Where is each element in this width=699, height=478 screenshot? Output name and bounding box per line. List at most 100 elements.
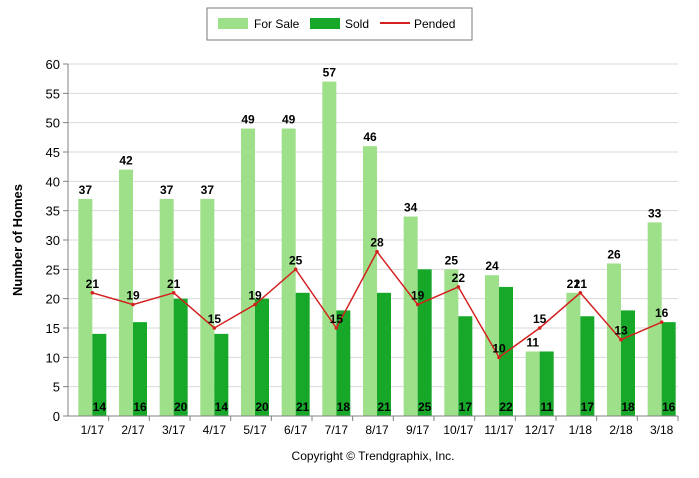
bar-sold-9-17 (417, 269, 432, 416)
y-tick-label: 35 (46, 204, 60, 219)
label-for-sale-1-18: 21 (567, 277, 581, 291)
label-sold-4-17: 14 (215, 400, 229, 414)
y-tick-label: 25 (46, 262, 60, 277)
label-pended-11-17: 10 (492, 341, 506, 355)
label-sold-6-17: 21 (296, 400, 310, 414)
x-tick-label-5-17: 5/17 (243, 423, 267, 437)
point-pended-9-17 (415, 302, 420, 307)
label-sold-9-17: 25 (418, 400, 432, 414)
point-pended-2-18 (619, 337, 623, 342)
label-pended-3-18: 16 (655, 306, 669, 320)
label-pended-1-18: 21 (574, 277, 588, 291)
bar-sold-5-17 (255, 298, 269, 416)
bar-for-sale-4-17 (200, 198, 215, 416)
bar-for-sale-2-17 (119, 169, 133, 416)
label-pended-12-17: 15 (533, 312, 547, 326)
label-for-sale-1-17: 37 (79, 183, 93, 197)
y-tick-label: 10 (46, 350, 60, 365)
y-tick-label: 45 (46, 145, 60, 160)
x-tick-label-6-17: 6/17 (284, 423, 308, 437)
label-sold-3-18: 16 (662, 400, 676, 414)
bar-for-sale-7-17 (322, 81, 337, 416)
bar-for-sale-6-17 (281, 128, 296, 417)
y-tick-label: 15 (46, 321, 60, 336)
bar-for-sale-3-18 (647, 222, 662, 416)
label-for-sale-5-17: 49 (241, 113, 255, 127)
point-pended-2-17 (131, 302, 135, 307)
legend-label-pended: Pended (414, 17, 455, 31)
y-axis-title: Number of Homes (10, 184, 25, 296)
bar-sold-2-18 (621, 310, 635, 416)
x-axis: 1/17 2/17 3/17 4/17 5/17 6/17 7/17 8/17 9/17 10/1… (68, 415, 679, 437)
point-pended-3-18 (659, 320, 664, 324)
label-for-sale-10-17: 25 (445, 253, 459, 267)
x-tick-label-1-18: 1/18 (569, 423, 593, 437)
label-pended-1-17: 21 (86, 277, 100, 291)
label-pended-4-17: 15 (208, 312, 222, 326)
bar-for-sale-9-17 (403, 216, 418, 416)
pended-line (90, 249, 664, 360)
point-pended-11-17 (497, 355, 501, 360)
bar-sold-1-17 (92, 333, 107, 416)
label-sold-11-17: 22 (499, 400, 513, 414)
y-tick-label: 40 (46, 174, 60, 189)
x-tick-label-2-18: 2/18 (609, 423, 633, 437)
label-for-sale-7-17: 57 (323, 66, 337, 80)
point-pended-10-17 (456, 285, 461, 289)
x-tick-label-4-17: 4/17 (203, 423, 227, 437)
x-tick-label-7-17: 7/17 (325, 423, 349, 437)
label-pended-7-17: 15 (330, 312, 344, 326)
bar-sold-2-17 (133, 322, 147, 416)
point-pended-12-17 (537, 326, 542, 330)
bar-sold-3-18 (661, 322, 676, 416)
x-tick-label-3-17: 3/17 (162, 423, 186, 437)
label-pended-6-17: 25 (289, 253, 303, 267)
y-tick-label: 20 (46, 292, 60, 307)
bar-for-sale-1-17 (78, 198, 93, 416)
bar-sold-12-17 (539, 351, 554, 416)
legend-swatch-for-sale (218, 18, 248, 29)
x-tick-label-11-17: 11/17 (484, 423, 513, 437)
label-pended-9-17: 19 (411, 289, 425, 303)
label-pended-3-17: 21 (167, 277, 181, 291)
point-pended-4-17 (212, 326, 217, 330)
bars (78, 81, 676, 417)
bar-sold-8-17 (377, 292, 391, 416)
x-tick-label-1-17: 1/17 (81, 423, 105, 437)
point-pended-8-17 (375, 249, 379, 254)
label-sold-2-18: 18 (621, 400, 635, 414)
point-pended-1-18 (578, 291, 583, 295)
label-for-sale-2-17: 42 (119, 154, 133, 168)
bar-sold-7-17 (336, 310, 351, 416)
legend-label-sold: Sold (345, 17, 369, 31)
label-pended-8-17: 28 (370, 236, 384, 250)
bar-sold-1-18 (580, 316, 595, 416)
bar-sold-6-17 (295, 292, 310, 416)
label-for-sale-3-18: 33 (648, 206, 662, 220)
label-sold-12-17: 11 (540, 400, 553, 414)
point-pended-3-17 (171, 291, 176, 295)
y-tick-label: 30 (46, 233, 60, 248)
bar-sold-10-17 (458, 316, 473, 416)
legend-label-for-sale: For Sale (254, 17, 300, 31)
y-tick-label: 0 (53, 409, 60, 424)
label-sold-7-17: 18 (337, 400, 351, 414)
bar-for-sale-2-18 (607, 263, 621, 416)
bar-for-sale-10-17 (444, 269, 459, 416)
point-pended-7-17 (334, 326, 339, 330)
label-for-sale-8-17: 46 (363, 130, 377, 144)
y-tick-label: 60 (46, 57, 60, 72)
bar-sold-3-17 (173, 298, 188, 416)
label-pended-10-17: 22 (452, 271, 466, 285)
copyright-footer: Copyright © Trendgraphix, Inc. (292, 449, 455, 463)
y-axis: 0 5 10 15 20 25 30 35 40 45 50 55 60 (46, 57, 69, 424)
x-tick-label-9-17: 9/17 (406, 423, 430, 437)
label-sold-8-17: 21 (377, 400, 391, 414)
label-for-sale-6-17: 49 (282, 113, 296, 127)
label-for-sale-9-17: 34 (404, 201, 418, 215)
label-sold-1-17: 14 (93, 400, 107, 414)
bar-for-sale-8-17 (363, 146, 377, 416)
x-tick-label-12-17: 12/17 (525, 423, 555, 437)
y-tick-label: 5 (53, 380, 60, 395)
